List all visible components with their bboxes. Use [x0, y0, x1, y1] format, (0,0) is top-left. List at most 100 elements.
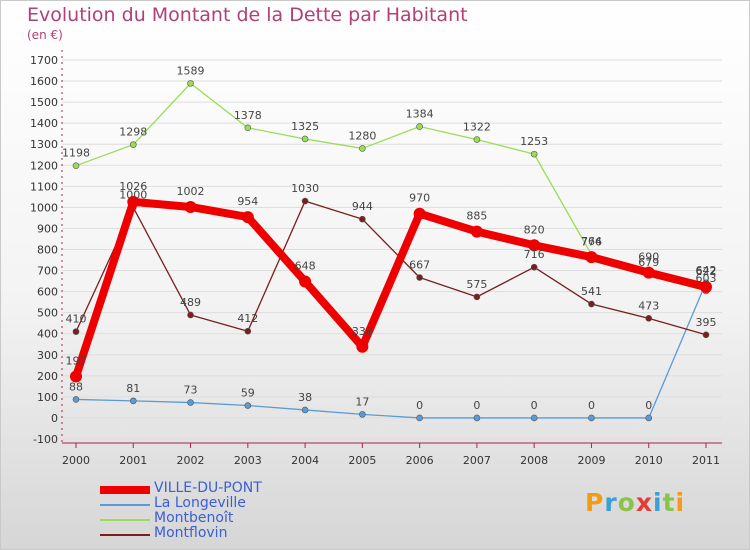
x-tick-label: 2002	[177, 454, 205, 467]
data-point	[416, 414, 423, 422]
data-label: 197	[66, 354, 87, 367]
data-point	[301, 406, 309, 414]
y-tick-label: 1000	[30, 201, 58, 214]
data-label: 88	[69, 380, 83, 393]
x-tick-label: 2001	[119, 454, 147, 467]
y-tick-label: -100	[33, 433, 58, 446]
data-point	[72, 162, 80, 169]
legend-label: La Longeville	[154, 495, 246, 511]
data-point	[642, 266, 655, 279]
data-point	[301, 197, 309, 205]
data-label: 642	[696, 264, 717, 277]
data-point	[588, 414, 595, 422]
data-label: 541	[581, 285, 602, 298]
data-point	[127, 195, 140, 208]
data-label: 667	[409, 259, 430, 272]
y-tick-label: 1400	[30, 117, 58, 130]
data-point	[72, 396, 80, 403]
data-label: 81	[126, 382, 140, 395]
data-label: 1026	[119, 180, 147, 193]
y-tick-label: 400	[37, 328, 58, 341]
x-tick-label: 2011	[692, 454, 720, 467]
data-label: 395	[696, 316, 717, 329]
data-label: 885	[466, 210, 487, 223]
series-line-0	[72, 197, 710, 381]
data-point	[473, 414, 481, 422]
data-point	[299, 275, 312, 288]
x-tick-label: 2007	[463, 454, 491, 467]
x-tick-label: 2003	[234, 454, 262, 467]
data-label: 716	[524, 248, 545, 261]
data-point	[700, 280, 712, 293]
data-point	[473, 293, 481, 301]
legend-swatch	[100, 504, 150, 506]
data-label: 412	[237, 312, 258, 325]
data-point	[645, 414, 653, 422]
data-label: 1322	[463, 121, 491, 134]
data-point	[585, 251, 598, 264]
data-point	[528, 239, 541, 252]
data-label: 473	[638, 299, 659, 312]
data-point	[244, 327, 252, 335]
data-point	[244, 402, 252, 409]
legend-label: Montbenoît	[154, 510, 234, 526]
y-tick-label: 0	[51, 412, 58, 425]
data-point	[244, 124, 252, 132]
data-point	[187, 399, 194, 406]
data-label: 73	[184, 384, 198, 397]
data-point	[473, 136, 481, 143]
data-label: 1589	[177, 64, 205, 77]
y-tick-label: 1600	[30, 75, 58, 88]
x-tick-label: 2005	[348, 454, 376, 467]
data-label: 954	[237, 195, 258, 208]
data-label: 1384	[406, 108, 434, 121]
data-label: 690	[638, 251, 659, 264]
y-tick-label: 1100	[30, 180, 58, 193]
data-point	[359, 411, 366, 418]
data-point	[187, 311, 194, 319]
y-tick-label: 300	[37, 349, 58, 362]
legend-swatch	[100, 486, 150, 494]
y-tick-label: 1200	[30, 159, 58, 172]
data-label: 764	[581, 235, 602, 248]
data-point	[645, 315, 653, 322]
data-point	[530, 150, 538, 158]
y-tick-label: 900	[37, 222, 58, 235]
data-point	[70, 370, 82, 383]
data-point	[184, 200, 197, 213]
data-label: 0	[588, 399, 595, 412]
legend-label: Montflovin	[154, 525, 228, 541]
data-label: 1030	[291, 182, 319, 195]
x-tick-label: 2010	[635, 454, 663, 467]
proxiti-logo: Proxiti	[585, 488, 686, 517]
data-point	[588, 300, 595, 308]
data-point	[702, 331, 710, 339]
data-label: 603	[696, 272, 717, 285]
data-label: 489	[180, 296, 201, 309]
data-point	[359, 215, 366, 223]
data-point	[129, 397, 137, 405]
data-label: 820	[524, 223, 545, 236]
series-line-3	[75, 200, 707, 336]
data-label: 776	[581, 236, 602, 249]
data-label: 38	[298, 391, 312, 404]
legend-swatch	[100, 519, 150, 521]
x-tick-label: 2008	[520, 454, 548, 467]
data-point	[470, 225, 483, 238]
data-label: 0	[645, 399, 652, 412]
data-label: 0	[416, 399, 423, 412]
x-tick-label: 2009	[577, 454, 605, 467]
data-label: 17	[355, 395, 369, 408]
data-point	[530, 414, 538, 422]
data-point	[301, 135, 309, 143]
data-label: 1002	[177, 185, 205, 198]
y-tick-label: 100	[37, 391, 58, 404]
data-label: 679	[638, 256, 659, 269]
data-label: 410	[66, 313, 87, 326]
data-label: 648	[295, 260, 316, 273]
data-label: 0	[531, 399, 538, 412]
data-label: 622	[696, 265, 717, 278]
data-label: 1253	[520, 135, 548, 148]
x-tick-label: 2000	[62, 454, 90, 467]
